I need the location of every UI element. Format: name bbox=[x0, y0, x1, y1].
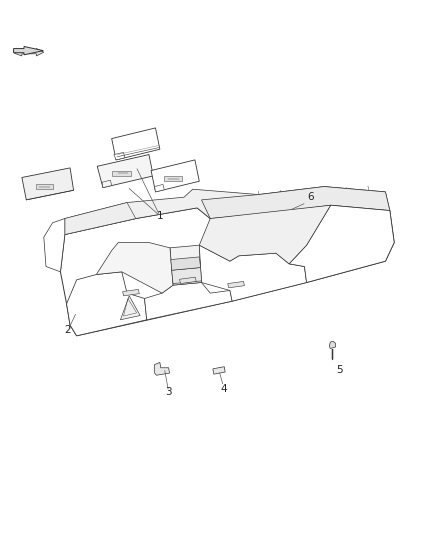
Polygon shape bbox=[44, 219, 65, 272]
Polygon shape bbox=[145, 282, 232, 320]
Polygon shape bbox=[14, 49, 44, 56]
Text: 6: 6 bbox=[307, 192, 314, 202]
Polygon shape bbox=[289, 205, 394, 282]
Polygon shape bbox=[65, 203, 136, 235]
Polygon shape bbox=[22, 168, 74, 200]
Polygon shape bbox=[199, 205, 331, 264]
Polygon shape bbox=[172, 268, 201, 284]
Polygon shape bbox=[65, 187, 390, 235]
Polygon shape bbox=[112, 128, 160, 160]
Text: 1: 1 bbox=[156, 211, 163, 221]
Polygon shape bbox=[180, 277, 196, 284]
Polygon shape bbox=[155, 184, 164, 192]
Text: 4: 4 bbox=[220, 384, 227, 394]
Polygon shape bbox=[14, 46, 43, 55]
Polygon shape bbox=[170, 245, 201, 285]
Polygon shape bbox=[151, 160, 199, 192]
Bar bbox=[36, 184, 53, 189]
Polygon shape bbox=[213, 367, 225, 374]
Polygon shape bbox=[171, 257, 201, 270]
Bar bbox=[164, 176, 182, 181]
Polygon shape bbox=[60, 205, 394, 336]
Text: 3: 3 bbox=[165, 387, 172, 397]
Polygon shape bbox=[120, 296, 140, 320]
Polygon shape bbox=[102, 180, 112, 188]
Polygon shape bbox=[228, 281, 244, 288]
Polygon shape bbox=[199, 245, 307, 301]
Polygon shape bbox=[96, 243, 173, 293]
Bar bbox=[112, 171, 131, 176]
Polygon shape bbox=[155, 362, 170, 375]
Text: 5: 5 bbox=[336, 366, 343, 375]
Polygon shape bbox=[201, 187, 390, 219]
Polygon shape bbox=[97, 155, 153, 188]
Polygon shape bbox=[114, 152, 125, 160]
Polygon shape bbox=[123, 289, 139, 296]
Polygon shape bbox=[329, 341, 336, 349]
Polygon shape bbox=[67, 272, 147, 336]
Text: 2: 2 bbox=[64, 326, 71, 335]
